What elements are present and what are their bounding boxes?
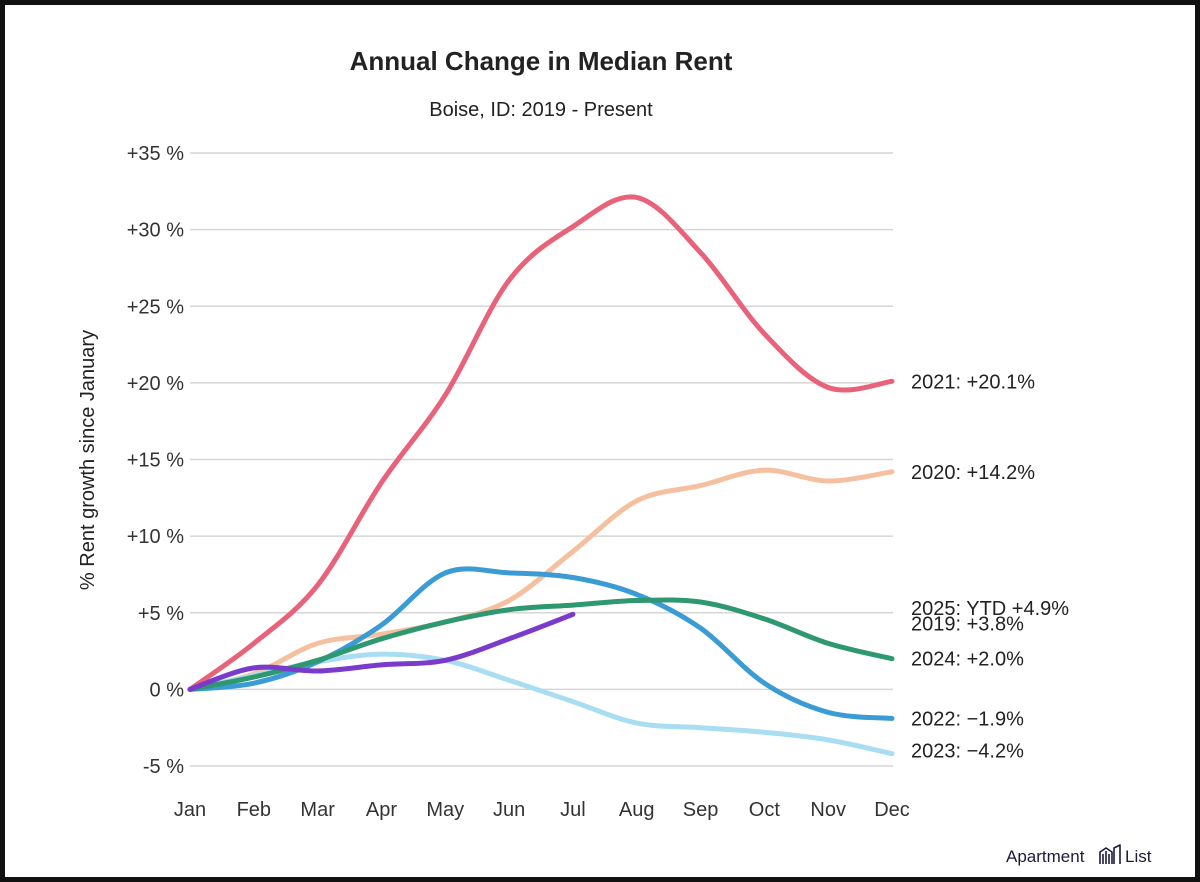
series-line-2024 (187, 611, 576, 692)
y-tick-label: +10 % (127, 526, 184, 548)
chart-title: Annual Change in Median Rent (350, 46, 733, 76)
series-end-label: 2021: +20.1% (911, 371, 1035, 393)
y-tick-label: 0 % (150, 679, 185, 701)
x-tick-label: Jun (493, 799, 525, 821)
y-tick-label: +5 % (138, 603, 184, 625)
y-tick-label: -5 % (143, 756, 184, 778)
chart-subtitle: Boise, ID: 2019 - Present (429, 99, 653, 121)
series-end-labels: 2021: +20.1%2020: +14.2%2025: YTD +4.9%2… (911, 371, 1069, 762)
x-tick-label: Apr (366, 799, 397, 821)
y-tick-label: +35 % (127, 143, 184, 165)
x-tick-label: Feb (237, 799, 271, 821)
brand-logo: Apartment List (1006, 844, 1152, 866)
y-tick-label: +25 % (127, 296, 184, 318)
brand-name-left: Apartment (1006, 847, 1085, 866)
x-tick-label: Oct (749, 799, 781, 821)
x-tick-labels: Jan Feb Mar Apr May Jun Jul Aug Sep Oct Nov Dec (174, 799, 910, 821)
series-end-label: 2024: +2.0% (911, 649, 1024, 671)
x-tick-label: Sep (683, 799, 719, 821)
building-icon (1099, 844, 1121, 864)
y-tick-label: +15 % (127, 450, 184, 472)
x-tick-label: Mar (300, 799, 335, 821)
series-end-label: 2023: −4.2% (911, 741, 1024, 763)
series-line-2021 (187, 194, 895, 692)
series-end-label: 2019: +3.8% (911, 613, 1024, 635)
x-tick-label: Dec (874, 799, 910, 821)
x-tick-label: Aug (619, 799, 655, 821)
series-lines (187, 194, 895, 757)
y-tick-label: +30 % (127, 220, 184, 242)
brand-name-right: List (1125, 847, 1152, 866)
gridlines (190, 152, 893, 767)
y-tick-labels: -5 % 0 % +5 % +10 % +15 % +20 % +25 % +30 % +35 … (127, 143, 184, 778)
x-tick-label: Jul (560, 799, 586, 821)
series-end-label: 2022: −1.9% (911, 708, 1024, 730)
x-tick-label: Jan (174, 799, 206, 821)
series-line-2022 (187, 597, 895, 692)
series-end-label: 2025: YTD +4.9% (911, 598, 1069, 620)
series-line-2020 (187, 467, 895, 692)
x-tick-label: May (426, 799, 464, 821)
series-end-label: 2020: +14.2% (911, 462, 1035, 484)
x-tick-label: Nov (810, 799, 846, 821)
y-tick-label: +20 % (127, 373, 184, 395)
y-axis-label: % Rent growth since January (77, 330, 99, 590)
series-line-2019 (187, 566, 895, 721)
